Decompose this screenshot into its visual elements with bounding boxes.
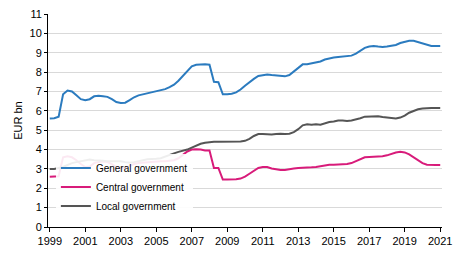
svg-text:0: 0 (36, 221, 42, 233)
svg-text:Central government: Central government (96, 182, 184, 193)
svg-text:2017: 2017 (357, 235, 381, 247)
svg-text:8: 8 (36, 66, 42, 78)
svg-text:1: 1 (36, 201, 42, 213)
svg-text:2: 2 (36, 182, 42, 194)
svg-text:2011: 2011 (251, 235, 275, 247)
svg-text:2009: 2009 (215, 235, 239, 247)
svg-text:4: 4 (36, 143, 42, 155)
svg-text:2021: 2021 (428, 235, 452, 247)
svg-text:2005: 2005 (144, 235, 168, 247)
svg-text:2015: 2015 (321, 235, 345, 247)
svg-text:2003: 2003 (109, 235, 133, 247)
svg-text:General government: General government (96, 163, 187, 174)
svg-text:2007: 2007 (180, 235, 204, 247)
svg-text:5: 5 (36, 124, 42, 136)
svg-text:9: 9 (36, 47, 42, 59)
svg-text:11: 11 (30, 8, 41, 20)
svg-text:10: 10 (30, 27, 42, 39)
svg-text:6: 6 (36, 105, 42, 117)
svg-text:Local government: Local government (96, 201, 176, 212)
svg-text:2019: 2019 (392, 235, 416, 247)
svg-text:1999: 1999 (38, 235, 62, 247)
svg-text:7: 7 (36, 85, 42, 97)
svg-text:2001: 2001 (73, 235, 97, 247)
svg-text:3: 3 (36, 163, 42, 175)
svg-text:EUR bn: EUR bn (12, 101, 24, 140)
svg-text:2013: 2013 (286, 235, 310, 247)
